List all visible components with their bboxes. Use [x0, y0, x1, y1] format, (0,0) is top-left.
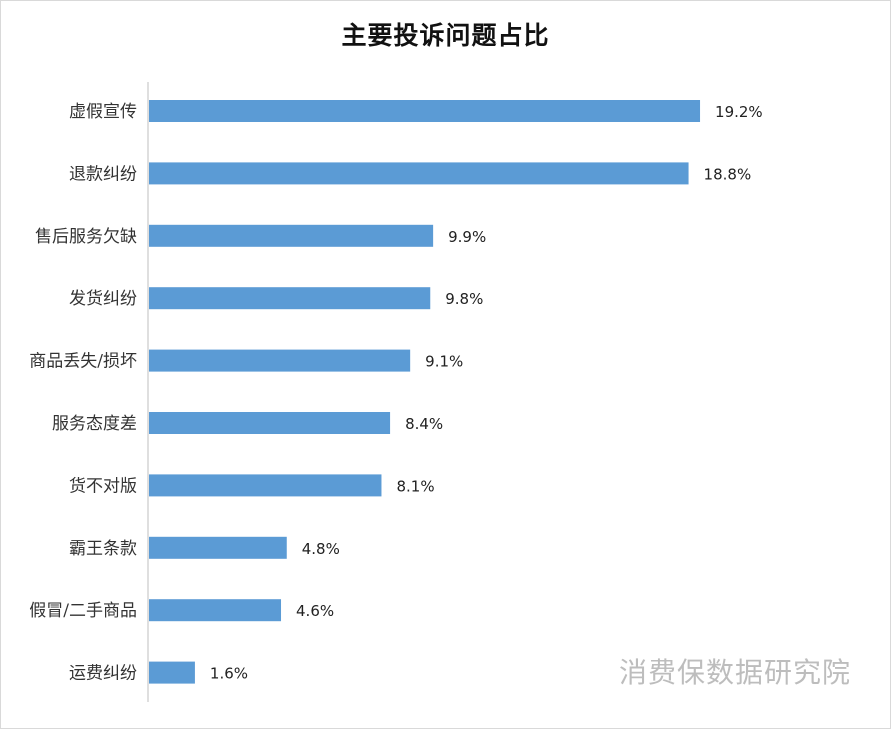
value-label-0: 19.2%: [715, 103, 763, 121]
value-label-3: 9.8%: [445, 290, 483, 308]
value-label-2: 9.9%: [448, 228, 486, 246]
bar-5: [149, 412, 391, 434]
bar-1: [149, 162, 689, 185]
value-label-8: 4.6%: [296, 602, 334, 620]
category-label-8: 假冒/二手商品: [29, 601, 137, 621]
bar-4: [149, 349, 411, 372]
bar-6: [149, 474, 382, 497]
bars-group: [149, 100, 701, 684]
value-label-5: 8.4%: [405, 415, 443, 433]
category-label-4: 商品丢失/损坏: [29, 352, 137, 372]
category-label-6: 货不对版: [69, 476, 137, 496]
value-labels-group: 19.2% 18.8% 9.9% 9.8% 9.1% 8.4% 8.1% 4.8% 4.6% 1.…: [210, 103, 763, 683]
category-label-3: 发货纠纷: [69, 289, 137, 309]
bar-8: [149, 599, 282, 622]
value-label-4: 9.1%: [425, 353, 463, 371]
chart-title: 主要投诉问题占比: [341, 21, 550, 50]
value-label-1: 18.8%: [704, 165, 752, 183]
bar-0: [149, 100, 701, 122]
category-label-9: 运费纠纷: [69, 664, 137, 684]
watermark-text: 消费保数据研究院: [618, 656, 851, 689]
bar-7: [149, 536, 287, 559]
bar-2: [149, 224, 434, 247]
value-label-9: 1.6%: [210, 665, 248, 683]
category-labels-group: 虚假宣传退款纠纷售后服务欠缺发货纠纷商品丢失/损坏服务态度差货不对版霸王条款假冒…: [29, 102, 137, 684]
bar-9: [149, 661, 195, 684]
value-label-6: 8.1%: [396, 477, 434, 495]
category-label-7: 霸王条款: [69, 539, 137, 559]
category-label-1: 退款纠纷: [69, 164, 137, 184]
category-label-2: 售后服务欠缺: [35, 227, 137, 247]
value-label-7: 4.8%: [302, 540, 340, 558]
category-label-0: 虚假宣传: [69, 102, 137, 122]
bar-3: [149, 287, 431, 310]
category-label-5: 服务态度差: [52, 414, 137, 434]
